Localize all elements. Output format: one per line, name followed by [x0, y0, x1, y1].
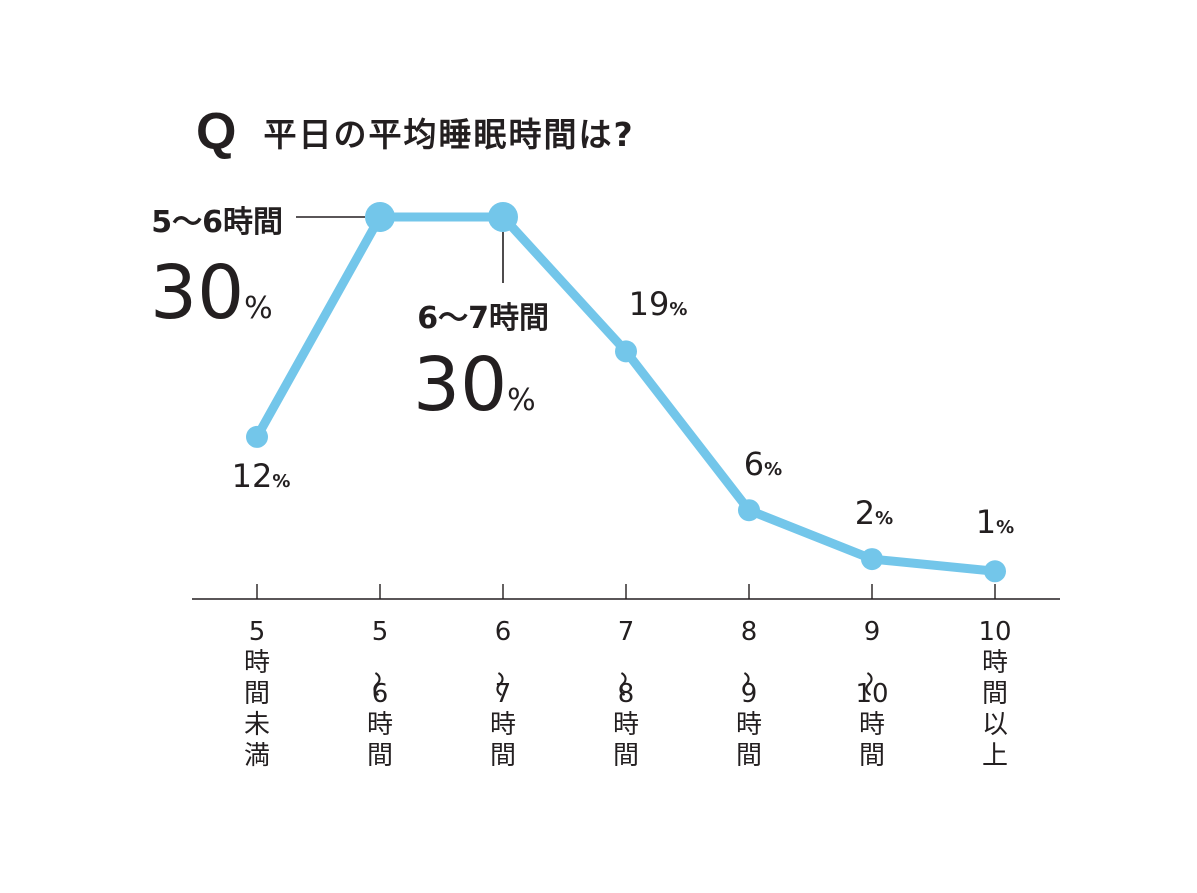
callout-value: 30% [150, 250, 273, 336]
callout-value: 30% [413, 342, 536, 428]
x-tick-label: 6 〜7 時間 [483, 617, 516, 771]
data-label: 12% [232, 457, 291, 495]
data-point [365, 202, 395, 232]
x-tick-label: 8 〜9 時間 [729, 617, 762, 771]
callout-label: 6〜7時間 [417, 301, 549, 336]
data-labels: 12% 19% 6% 2% 1% [232, 285, 1015, 541]
x-axis: 5 時間未満 5 〜6 時間 6 〜7 時間 7 〜8 時間 8 〜9 時間 9 〜10 時間 10 時間以上 [192, 584, 1060, 771]
data-point [246, 425, 268, 448]
question-text: 平日の平均睡眠時間は? [263, 115, 635, 154]
data-label: 19% [629, 285, 688, 323]
x-tick-label: 10 時間以上 [978, 617, 1011, 771]
data-point [861, 548, 883, 571]
x-tick-label: 9 〜10 時間 [852, 617, 889, 771]
data-point [738, 499, 760, 522]
data-label: 2% [855, 494, 893, 532]
callouts: 5〜6時間 30% 6〜7時間 30% [150, 205, 549, 428]
data-label: 1% [976, 503, 1014, 541]
data-point [984, 560, 1006, 583]
callout-label: 5〜6時間 [151, 205, 283, 240]
data-point [488, 202, 518, 232]
data-label: 6% [744, 445, 782, 483]
chart-title: Q 平日の平均睡眠時間は? [196, 106, 635, 158]
data-points [246, 202, 1006, 583]
q-badge: Q [196, 103, 236, 161]
x-tick-label: 5 時間未満 [244, 617, 270, 771]
x-tick-label: 5 〜6 時間 [360, 617, 393, 771]
x-tick-label: 7 〜8 時間 [606, 617, 639, 771]
data-point [615, 340, 637, 363]
